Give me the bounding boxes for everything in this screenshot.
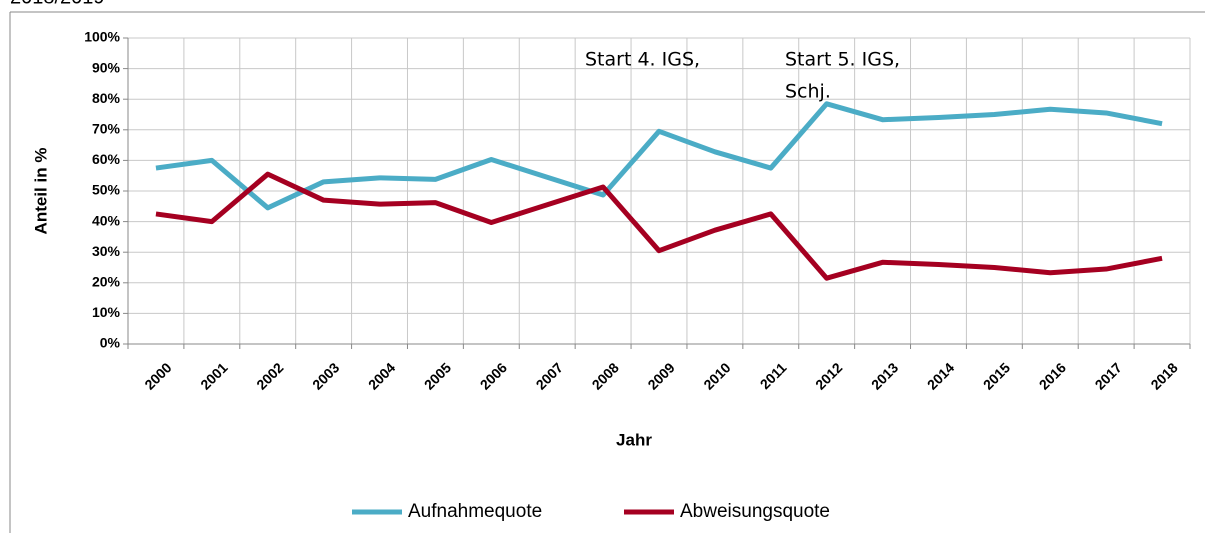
x-tick-label: 2018 <box>1147 359 1180 392</box>
y-tick-label: 60% <box>92 151 121 167</box>
y-tick-label: 0% <box>100 335 121 351</box>
caption: 2018/2019 <box>10 0 105 8</box>
y-tick-label: 90% <box>92 59 121 75</box>
x-tick-label: 2006 <box>477 359 510 392</box>
annotation: Start 4. IGS, <box>585 49 700 71</box>
x-tick-label: 2010 <box>700 359 733 392</box>
y-tick-label: 80% <box>92 90 121 106</box>
x-tick-label: 2016 <box>1036 359 1069 392</box>
x-tick-label: 2004 <box>365 359 398 392</box>
x-tick-label: 2002 <box>253 359 286 392</box>
x-tick-label: 2008 <box>589 359 622 392</box>
y-tick-label: 100% <box>84 29 120 45</box>
x-axis-label: Jahr <box>616 430 652 449</box>
x-tick-label: 2015 <box>980 359 1013 392</box>
x-tick-label: 2005 <box>421 359 454 392</box>
series-line <box>155 171 1163 281</box>
x-tick-label: 2009 <box>644 359 677 392</box>
x-tick-label: 2003 <box>309 359 342 392</box>
x-tick-label: 2000 <box>141 359 174 392</box>
annotation: Schj. <box>785 81 831 103</box>
x-tick-label: 2013 <box>868 359 901 392</box>
x-tick-label: 2007 <box>533 359 566 392</box>
legend-label: Aufnahmequote <box>408 501 542 522</box>
x-tick-label: 2011 <box>757 359 790 392</box>
y-tick-label: 30% <box>92 243 121 259</box>
x-tick-label: 2001 <box>197 359 230 392</box>
y-tick-label: 10% <box>92 304 121 320</box>
x-tick-label: 2012 <box>812 359 845 392</box>
y-axis-label: Anteil in % <box>31 148 50 235</box>
x-tick-label: 2017 <box>1092 359 1125 392</box>
x-tick-label: 2014 <box>924 359 957 392</box>
y-tick-label: 40% <box>92 212 121 228</box>
y-tick-label: 20% <box>92 274 121 290</box>
legend-label: Abweisungsquote <box>680 501 830 522</box>
annotation: Start 5. IGS, <box>785 49 900 71</box>
y-tick-label: 50% <box>92 182 121 198</box>
series-line <box>155 101 1163 211</box>
y-tick-label: 70% <box>92 121 121 137</box>
